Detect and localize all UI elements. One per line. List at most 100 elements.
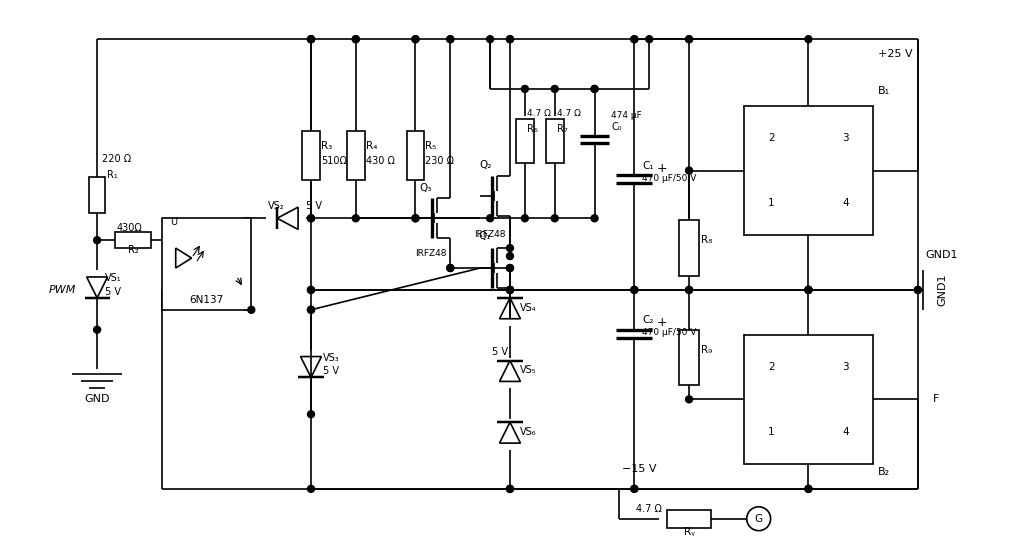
Circle shape [307, 411, 314, 418]
Text: Q₁: Q₁ [479, 231, 491, 241]
Circle shape [805, 286, 812, 293]
Text: −15 V: −15 V [622, 464, 656, 474]
Circle shape [307, 306, 314, 313]
Circle shape [94, 326, 100, 333]
Text: C₁: C₁ [642, 160, 654, 171]
Text: 220 Ω: 220 Ω [102, 153, 131, 164]
Text: 5 V: 5 V [323, 366, 339, 377]
Text: G: G [754, 514, 762, 524]
Circle shape [805, 36, 812, 43]
Circle shape [631, 486, 638, 492]
Bar [744, 106, 874, 235]
Bar [162, 218, 252, 310]
Text: C₀: C₀ [612, 122, 622, 132]
Circle shape [447, 36, 454, 43]
Circle shape [805, 286, 812, 293]
Bar [679, 220, 699, 276]
Circle shape [352, 215, 359, 222]
Text: VS₃: VS₃ [323, 352, 340, 363]
Circle shape [685, 36, 693, 43]
Text: 1: 1 [767, 198, 774, 208]
Bar [115, 232, 151, 248]
Text: U: U [170, 217, 177, 227]
Circle shape [631, 286, 638, 293]
Bar [302, 131, 319, 180]
Text: R₁: R₁ [107, 171, 118, 180]
Circle shape [307, 215, 314, 222]
Text: Q₂: Q₂ [479, 159, 491, 170]
Circle shape [805, 286, 812, 293]
Text: B₂: B₂ [879, 467, 891, 477]
Bar [667, 510, 711, 528]
Text: 3: 3 [842, 362, 849, 372]
Text: +25 V: +25 V [879, 49, 913, 59]
Text: GND1: GND1 [926, 250, 958, 260]
Circle shape [507, 244, 514, 251]
Circle shape [411, 36, 419, 43]
Text: R₄: R₄ [366, 140, 377, 151]
Circle shape [411, 215, 419, 222]
Text: 1: 1 [767, 427, 774, 437]
Circle shape [447, 264, 454, 272]
Circle shape [507, 264, 514, 272]
Circle shape [631, 36, 638, 43]
Circle shape [94, 237, 100, 244]
Text: 5 V: 5 V [306, 201, 323, 211]
Circle shape [352, 36, 359, 43]
Text: 430Ω: 430Ω [117, 223, 143, 233]
Text: GND1: GND1 [938, 274, 947, 306]
Circle shape [914, 286, 921, 293]
Text: 3: 3 [842, 133, 849, 143]
Text: 5 V: 5 V [492, 346, 509, 357]
Text: IRFZ48: IRFZ48 [415, 249, 446, 257]
Circle shape [685, 36, 693, 43]
Circle shape [486, 215, 493, 222]
Text: R₇: R₇ [557, 124, 567, 134]
Text: Q₃: Q₃ [420, 183, 432, 193]
Text: 4.7 Ω: 4.7 Ω [557, 109, 580, 118]
Circle shape [805, 286, 812, 293]
Circle shape [507, 486, 514, 492]
Text: 470 μF/50 V: 470 μF/50 V [642, 174, 697, 183]
Bar [679, 330, 699, 385]
Circle shape [685, 396, 693, 403]
Text: R₉: R₉ [701, 345, 712, 354]
Text: 4: 4 [842, 198, 849, 208]
Text: 2: 2 [767, 133, 774, 143]
Circle shape [631, 286, 638, 293]
Bar [546, 119, 564, 163]
Circle shape [307, 286, 314, 293]
Text: 6N137: 6N137 [189, 295, 223, 305]
Text: 4.7 Ω: 4.7 Ω [636, 504, 662, 514]
Circle shape [551, 215, 558, 222]
Circle shape [447, 264, 454, 272]
Text: R₃: R₃ [320, 140, 333, 151]
Text: 510Ω: 510Ω [320, 156, 347, 165]
Text: 4.7 Ω: 4.7 Ω [527, 109, 551, 118]
Circle shape [447, 36, 454, 43]
Circle shape [522, 86, 529, 93]
Bar [89, 177, 105, 214]
Text: VS₄: VS₄ [520, 303, 537, 313]
Circle shape [747, 507, 770, 531]
Text: 470 μF/50 V: 470 μF/50 V [642, 328, 697, 337]
Circle shape [631, 36, 638, 43]
Text: Rᵧ: Rᵧ [683, 527, 695, 537]
Circle shape [507, 253, 514, 260]
Text: 4: 4 [842, 427, 849, 437]
Circle shape [307, 215, 314, 222]
Circle shape [507, 286, 514, 293]
Circle shape [248, 306, 255, 313]
Text: +: + [656, 162, 667, 175]
Text: PWM: PWM [49, 285, 76, 295]
Circle shape [591, 86, 599, 93]
Circle shape [307, 36, 314, 43]
Text: VS₂: VS₂ [268, 201, 284, 211]
Text: IRFZ48: IRFZ48 [474, 230, 506, 238]
Text: +: + [656, 316, 667, 329]
Text: R₈: R₈ [701, 235, 712, 245]
Circle shape [914, 286, 921, 293]
Circle shape [507, 286, 514, 293]
Text: 474 μF: 474 μF [612, 111, 642, 120]
Text: R₅: R₅ [426, 140, 437, 151]
